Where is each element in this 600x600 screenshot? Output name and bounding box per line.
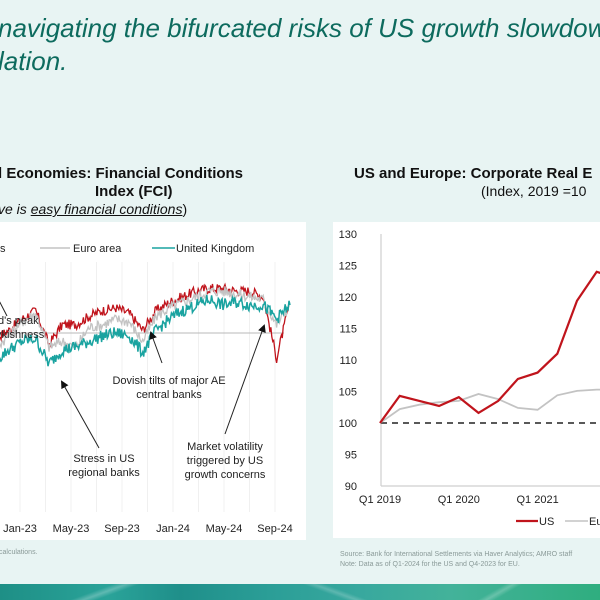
- y-tick-label: 115: [339, 324, 357, 336]
- legend-label-us-right: US: [539, 516, 554, 528]
- right-source-line-1: Source: Bank for International Settlemen…: [340, 551, 573, 558]
- y-tick-label: 130: [339, 229, 357, 241]
- legend-label-uk: United Kingdom: [176, 243, 254, 255]
- annotation-volatility-line-3: growth concerns: [185, 469, 266, 481]
- annotation-volatility-line-1: Market volatility: [187, 441, 263, 453]
- y-tick-label: 125: [339, 261, 357, 273]
- fci-x-tick-label: Jan-23: [3, 523, 37, 535]
- footer-streak: [470, 584, 530, 600]
- annotation-banks-line-1: Stress in US: [73, 453, 134, 465]
- fci-series-united-kingdom: [0, 294, 291, 367]
- annotation-fed-line-2: vkishness: [0, 329, 45, 341]
- legend-label-eu: Eu: [589, 516, 600, 528]
- x-tick-label: Q1 2021: [516, 494, 558, 506]
- fci-x-tick-label: May-24: [206, 523, 243, 535]
- y-tick-label: 100: [339, 418, 357, 430]
- fci-x-axis: Jan-23 May-23 Sep-23 Jan-24 May-24 Sep-24: [3, 523, 293, 535]
- annotation-banks-line-2: regional banks: [68, 467, 140, 479]
- x-tick-label: Q1 2020: [438, 494, 480, 506]
- left-chart-title-line-2: Index (FCI): [95, 183, 173, 200]
- annotation-arrow-volatility: [224, 324, 266, 435]
- fci-chart: s Euro area United Kingdom d's peak vkis…: [0, 243, 293, 535]
- annotation-fed-line-1: d's peak: [0, 315, 39, 327]
- left-chart-subtitle: ve is easy financial conditions): [0, 201, 187, 217]
- slide-title-line-2: lation.: [0, 46, 68, 76]
- left-subtitle-emphasis: easy financial conditions: [30, 201, 183, 217]
- y-tick-label: 95: [345, 450, 357, 462]
- y-tick-label: 120: [339, 292, 357, 304]
- y-tick-label: 110: [339, 355, 357, 367]
- annotation-arrow-fed: [0, 301, 8, 317]
- y-tick-label: 105: [339, 387, 357, 399]
- annotation-dovish-line-1: Dovish tilts of major AE: [112, 375, 225, 387]
- footer-streak: [300, 584, 370, 600]
- left-subtitle-prefix: ve is: [0, 201, 31, 217]
- y-axis-ticks: 130 125 120 115 110 105 100 95 90: [339, 229, 357, 493]
- right-chart-title-line-1: US and Europe: Corporate Real E: [354, 165, 593, 182]
- left-chart-source: calculations.: [0, 549, 38, 556]
- annotation-volatility-line-2: triggered by US: [187, 455, 263, 467]
- decorative-footer-band: [0, 584, 600, 600]
- real-estate-legend: US Eu: [516, 516, 600, 528]
- real-estate-series: [379, 270, 600, 424]
- left-subtitle-suffix: ): [182, 201, 188, 217]
- fci-annotations: d's peak vkishness Stress in US regional…: [0, 301, 266, 481]
- series-line-us: [379, 270, 600, 424]
- footer-streak: [60, 584, 150, 600]
- fci-series: [0, 282, 291, 367]
- slide-title-line-1: navigating the bifurcated risks of US gr…: [0, 13, 600, 43]
- series-line-eu: [379, 388, 600, 424]
- left-chart-title-line-1: l Economies: Financial Conditions: [0, 165, 244, 182]
- fci-legend: s Euro area United Kingdom: [0, 243, 254, 255]
- right-chart-title-line-2: (Index, 2019 =10: [481, 183, 587, 199]
- fci-x-tick-label: May-23: [53, 523, 90, 535]
- real-estate-chart: 130 125 120 115 110 105 100 95 90 Q1 2019 Q1 2020…: [339, 229, 600, 528]
- fci-x-tick-label: Jan-24: [156, 523, 190, 535]
- legend-label-euro: Euro area: [73, 243, 122, 255]
- right-chart-area: 130 125 120 115 110 105 100 95 90 Q1 2019 Q1 2020…: [333, 222, 600, 538]
- annotation-arrow-dovish: [149, 331, 163, 364]
- fci-series-euro-area: [0, 286, 291, 352]
- fci-x-tick-label: Sep-23: [104, 523, 139, 535]
- annotation-dovish-line-2: central banks: [136, 389, 202, 401]
- fci-x-tick-label: Sep-24: [257, 523, 292, 535]
- right-source-line-2: Note: Data as of Q1-2024 for the US and …: [340, 560, 520, 568]
- annotation-arrow-banks: [61, 380, 100, 449]
- right-chart-source: Source: Bank for International Settlemen…: [340, 550, 572, 569]
- left-chart-area: s Euro area United Kingdom d's peak vkis…: [0, 222, 306, 540]
- legend-label-us: s: [0, 243, 6, 255]
- y-tick-label: 90: [345, 481, 357, 493]
- x-tick-label: Q1 2019: [359, 494, 401, 506]
